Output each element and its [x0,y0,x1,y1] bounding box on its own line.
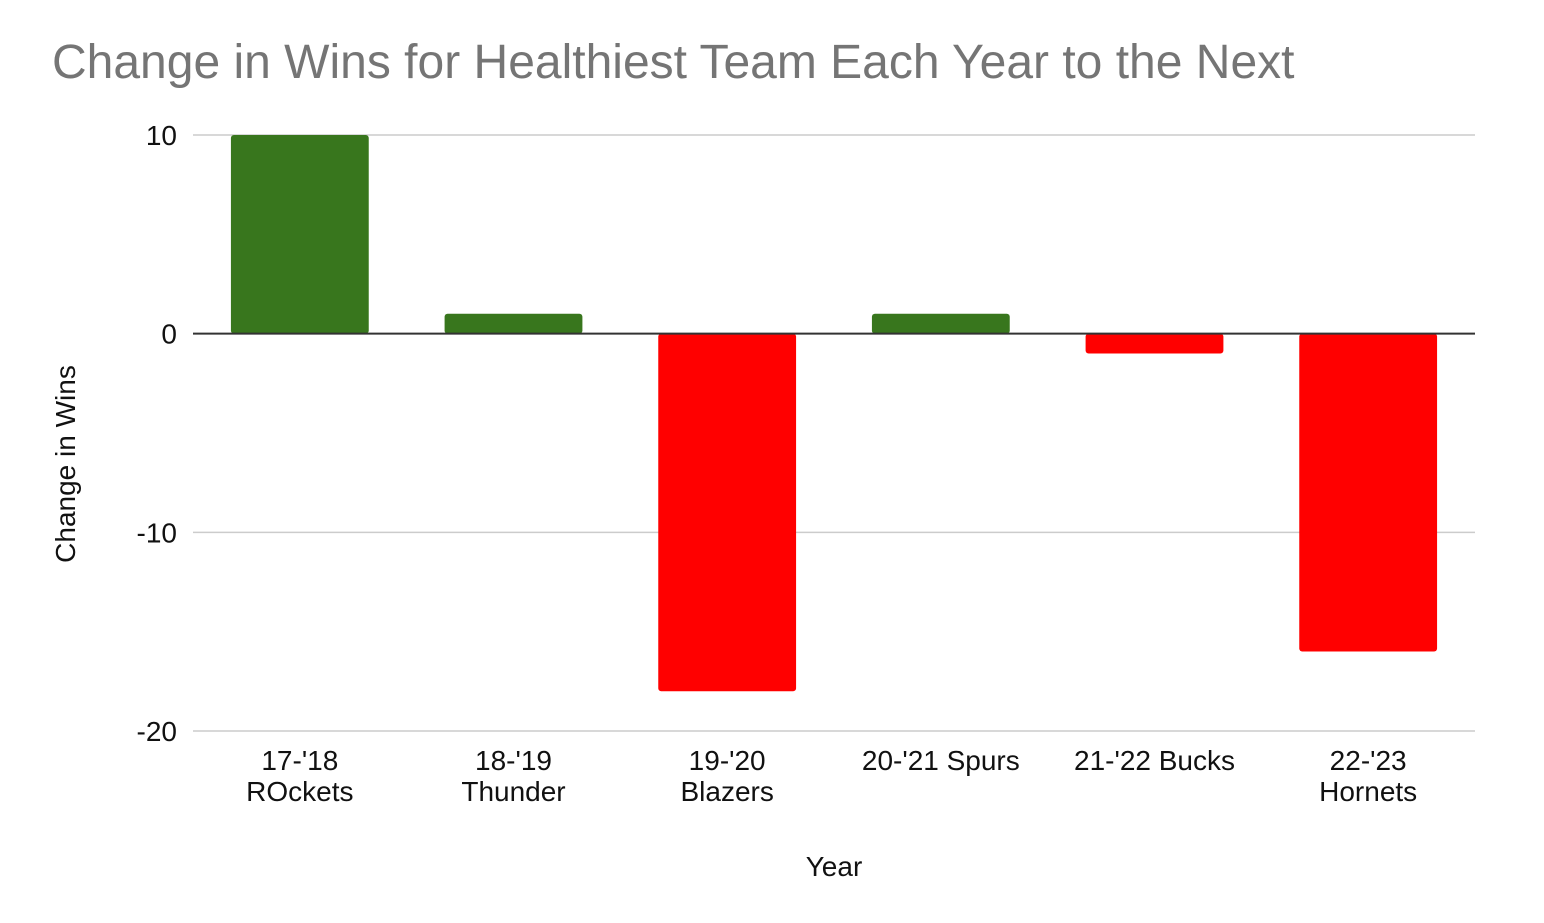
y-tick-label: 10 [146,120,177,151]
x-tick-label: 19-'20 Blazers [680,745,773,807]
x-tick-label: 21-'22 Bucks [1074,745,1235,776]
bar [230,135,369,334]
bar [658,333,797,692]
bar [1299,333,1438,652]
x-tick-label-line: 20-'21 Spurs [862,745,1020,776]
x-tick-label-line: 17-'18 [261,745,338,776]
chart-title: Change in Wins for Healthiest Team Each … [52,36,1294,89]
x-tick-label-line: Hornets [1319,776,1417,807]
x-tick-label-line: 22-'23 [1330,745,1407,776]
x-axis-ticks: 17-'18 ROckets 18-'19 Thunder 19-'20 Blazers 2… [246,745,1417,807]
bar [871,313,1010,334]
x-axis-title: Year [806,851,863,882]
y-tick-label: 0 [161,319,177,350]
gridlines [193,134,1475,732]
x-tick-label: 17-'18 ROckets [246,745,353,807]
x-tick-label-line: 19-'20 [689,745,766,776]
y-axis-title: Change in Wins [50,365,81,563]
x-tick-label: 22-'23 Hornets [1319,745,1417,807]
bar [444,313,583,334]
bars [230,135,1438,692]
x-tick-label-line: 18-'19 [475,745,552,776]
x-tick-label: 20-'21 Spurs [862,745,1020,776]
y-tick-label: -20 [137,716,177,747]
bar [1085,333,1224,354]
x-tick-label-line: Blazers [680,776,773,807]
x-tick-label-line: 21-'22 Bucks [1074,745,1235,776]
y-tick-label: -10 [137,517,177,548]
x-tick-label: 18-'19 Thunder [461,745,565,807]
x-tick-label-line: Thunder [461,776,565,807]
y-axis-ticks: 10 0 -10 -20 [137,120,177,747]
x-tick-label-line: ROckets [246,776,353,807]
